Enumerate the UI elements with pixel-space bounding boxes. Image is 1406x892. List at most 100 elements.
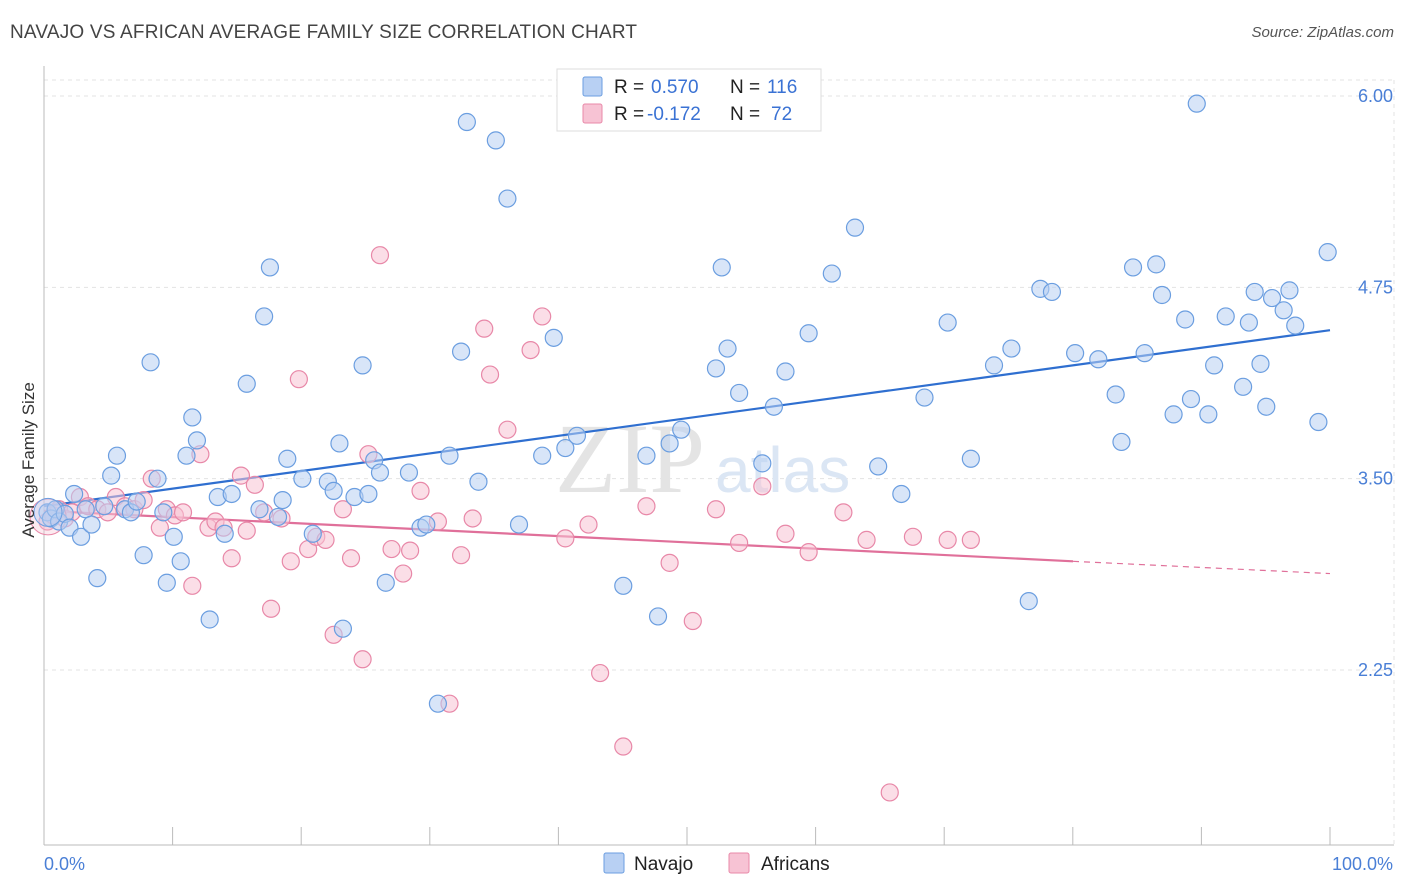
bottom-legend-swatch-africans: [728, 852, 750, 874]
navajo-point: [215, 524, 234, 543]
africans-point: [498, 420, 517, 439]
navajo-point: [107, 446, 127, 465]
africans-point: [237, 521, 256, 540]
navajo-point: [614, 576, 633, 595]
navajo-point: [1251, 354, 1270, 373]
africans-point: [480, 365, 500, 384]
navajo-point: [1205, 356, 1224, 375]
navajo-point: [1135, 344, 1154, 363]
africans-point: [857, 530, 876, 549]
navajo-point: [845, 218, 865, 237]
navajo-point: [1066, 344, 1085, 363]
navajo-point: [1187, 94, 1206, 113]
navajo-point: [1245, 282, 1264, 302]
bottom-legend: Navajo Africans: [603, 852, 830, 875]
navajo-point: [82, 515, 101, 534]
navajo-point: [102, 466, 121, 485]
navajo-point: [260, 258, 280, 277]
x-tick-min: 0.0%: [44, 854, 85, 874]
navajo-point: [417, 515, 436, 534]
africans-point: [411, 481, 430, 501]
navajo-point: [65, 484, 84, 504]
navajo-point: [187, 431, 207, 450]
navajo-point: [718, 339, 737, 358]
navajo-point: [915, 388, 934, 407]
navajo-point: [892, 484, 911, 504]
navajo-point: [469, 472, 488, 491]
top-legend: R = 0.570 N = 116 R = -0.172 N = 72: [556, 68, 822, 132]
legend-navajo-n: 116: [767, 77, 797, 98]
legend-navajo-r: 0.570: [651, 77, 699, 98]
navajo-point: [1257, 397, 1276, 416]
africans-point: [289, 370, 308, 389]
navajo-point: [273, 490, 292, 510]
africans-point: [683, 611, 702, 631]
watermark-atlas: atlas: [715, 434, 850, 506]
africans-point: [370, 246, 390, 265]
navajo-point: [183, 408, 202, 427]
navajo-point: [440, 446, 459, 465]
navajo-point: [869, 457, 888, 476]
navajo-point: [278, 449, 297, 468]
africans-point: [353, 650, 372, 669]
navajo-point: [637, 446, 656, 465]
navajo-point: [370, 463, 390, 482]
africans-point: [341, 549, 361, 568]
africans-trend-extension: [1072, 560, 1331, 575]
y-axis-label: Average Family Size: [19, 382, 38, 538]
africans-point: [533, 307, 552, 326]
chart-title: NAVAJO VS AFRICAN AVERAGE FAMILY SIZE CO…: [10, 22, 638, 43]
navajo-point: [303, 524, 322, 543]
africans-point: [463, 509, 482, 528]
navajo-point: [95, 497, 114, 516]
navajo-point: [171, 552, 190, 571]
navajo-point: [1318, 243, 1337, 262]
navajo-point: [984, 356, 1004, 375]
africans-points: [29, 246, 980, 802]
navajo-point: [330, 434, 349, 453]
africans-point: [753, 477, 772, 496]
africans-point: [961, 530, 980, 549]
legend-africans-r-label: R =: [614, 104, 644, 125]
navajo-point: [71, 527, 91, 546]
navajo-points: [33, 94, 1337, 713]
navajo-point: [753, 454, 772, 473]
africans-point: [637, 497, 656, 516]
navajo-point: [268, 507, 288, 527]
navajo-point: [164, 527, 183, 546]
africans-point: [903, 527, 923, 546]
navajo-point: [333, 619, 353, 638]
navajo-point: [148, 469, 167, 488]
legend-swatch-navajo: [582, 76, 603, 97]
africans-point: [183, 576, 202, 595]
navajo-point: [359, 484, 378, 504]
africans-point: [401, 541, 420, 560]
africans-point: [938, 530, 957, 549]
navajo-point: [1152, 285, 1172, 305]
navajo-point: [88, 569, 107, 588]
navajo-point: [764, 397, 783, 416]
navajo-point: [1089, 350, 1108, 369]
navajo-point: [1199, 405, 1218, 424]
africans-point: [660, 553, 679, 572]
africans-point: [231, 466, 251, 485]
navajo-point: [353, 356, 372, 375]
bottom-legend-africans: Africans: [761, 854, 830, 875]
navajo-point: [200, 610, 219, 629]
africans-point: [776, 524, 795, 543]
africans-point: [834, 503, 853, 522]
navajo-point: [451, 342, 471, 361]
africans-point: [579, 515, 598, 534]
navajo-point: [799, 324, 818, 343]
navajo-point: [1106, 385, 1125, 404]
navajo-point: [706, 359, 726, 378]
navajo-point: [1234, 377, 1253, 396]
legend-africans-r: -0.172: [647, 104, 701, 125]
africans-point: [173, 503, 193, 522]
africans-point: [394, 564, 413, 583]
navajo-point: [376, 573, 395, 592]
navajo-point: [141, 353, 160, 372]
navajo-point: [1042, 282, 1062, 302]
navajo-point: [157, 573, 176, 592]
